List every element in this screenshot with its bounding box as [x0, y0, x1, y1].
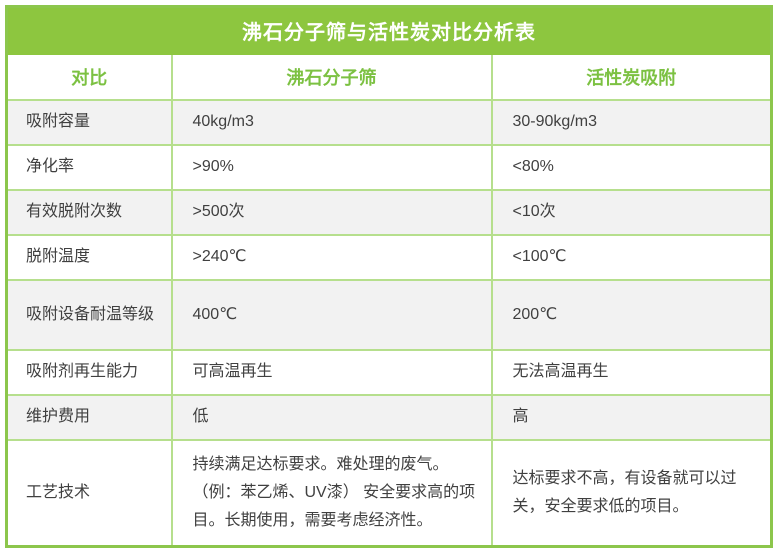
table-row-maintenance-cost: 维护费用 低 高	[5, 393, 773, 441]
zeolite-value: 低	[170, 393, 493, 441]
row-label: 净化率	[5, 143, 173, 191]
row-label: 脱附温度	[5, 233, 173, 281]
carbon-value: <100℃	[490, 233, 773, 281]
table-row-adsorption-capacity: 吸附容量 40kg/m3 30-90kg/m3	[5, 98, 773, 146]
row-label: 吸附剂再生能力	[5, 348, 173, 396]
row-label: 吸附设备耐温等级	[5, 278, 173, 351]
zeolite-value: 400℃	[170, 278, 493, 351]
carbon-value: 200℃	[490, 278, 773, 351]
table-row-regeneration-ability: 吸附剂再生能力 可高温再生 无法高温再生	[5, 348, 773, 396]
carbon-value: 30-90kg/m3	[490, 98, 773, 146]
column-header-activated-carbon: 活性炭吸附	[490, 52, 773, 101]
column-header-row: 对比 沸石分子筛 活性炭吸附	[5, 52, 773, 101]
carbon-value: <10次	[490, 188, 773, 236]
zeolite-value: >500次	[170, 188, 493, 236]
table-row-desorption-temperature: 脱附温度 >240℃ <100℃	[5, 233, 773, 281]
zeolite-value: 可高温再生	[170, 348, 493, 396]
carbon-value: 无法高温再生	[490, 348, 773, 396]
table-title-row: 沸石分子筛与活性炭对比分析表	[5, 5, 773, 55]
zeolite-value: 40kg/m3	[170, 98, 493, 146]
table-row-equipment-temperature-rating: 吸附设备耐温等级 400℃ 200℃	[5, 278, 773, 351]
carbon-value: 达标要求不高，有设备就可以过关，安全要求低的项目。	[490, 438, 773, 547]
table-title: 沸石分子筛与活性炭对比分析表	[5, 5, 773, 55]
column-header-compare: 对比	[5, 52, 173, 101]
row-label: 吸附容量	[5, 98, 173, 146]
table-row-purification-rate: 净化率 >90% <80%	[5, 143, 773, 191]
table-row-effective-desorption-times: 有效脱附次数 >500次 <10次	[5, 188, 773, 236]
row-label: 有效脱附次数	[5, 188, 173, 236]
zeolite-value: 持续满足达标要求。难处理的废气。（例：苯乙烯、UV漆） 安全要求高的项目。长期使…	[170, 438, 493, 547]
table-row-process-technology: 工艺技术 持续满足达标要求。难处理的废气。（例：苯乙烯、UV漆） 安全要求高的项…	[5, 438, 773, 547]
comparison-table: 沸石分子筛与活性炭对比分析表 对比 沸石分子筛 活性炭吸附 吸附容量 40kg/…	[5, 5, 774, 548]
zeolite-value: >90%	[170, 143, 493, 191]
row-label: 工艺技术	[5, 438, 173, 547]
zeolite-value: >240℃	[170, 233, 493, 281]
carbon-value: <80%	[490, 143, 773, 191]
column-header-zeolite: 沸石分子筛	[170, 52, 493, 101]
carbon-value: 高	[490, 393, 773, 441]
row-label: 维护费用	[5, 393, 173, 441]
